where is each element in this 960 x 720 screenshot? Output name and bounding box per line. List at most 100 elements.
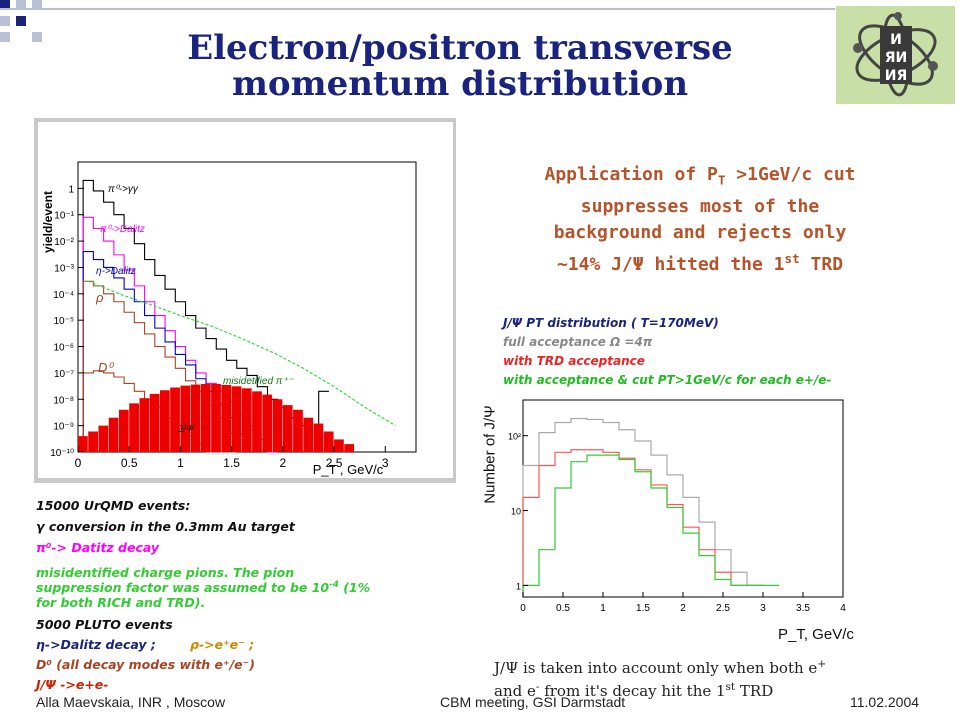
- app-line4-sup: st: [784, 250, 800, 266]
- note-misid-2-a: suppression factor was assumed to be 10: [36, 580, 330, 596]
- right-xtick-label: 1: [600, 603, 606, 614]
- left-bar-jpsi: [221, 384, 232, 452]
- jpsi-note-line2-sup: -: [535, 681, 540, 693]
- inr-logo: И ЯИ ИЯ: [836, 6, 955, 104]
- left-ytick-label: 10⁻⁶: [53, 343, 74, 354]
- left-ytick-label: 10⁻⁸: [53, 395, 74, 406]
- left-bar-jpsi: [211, 383, 221, 452]
- left-xtick-label: 1.5: [223, 456, 240, 470]
- left-xlabel: P_T , GeV/c: [313, 462, 384, 477]
- left-bar-jpsi: [334, 439, 344, 452]
- left-bar-jpsi: [88, 431, 98, 452]
- title-line-2: momentum distribution: [231, 64, 689, 104]
- left-ytick-label: 10⁻⁴: [53, 290, 74, 301]
- left-bar-jpsi: [180, 385, 191, 452]
- app-line1-a: Application of P: [544, 164, 718, 185]
- left-bar-jpsi: [139, 398, 150, 452]
- left-bar-jpsi: [313, 423, 324, 452]
- right-xlabel: P_T, GeV/c: [778, 626, 854, 643]
- left-ytick-label: 10⁻⁵: [53, 316, 74, 327]
- left-bar-jpsi: [344, 444, 355, 452]
- app-line1-b: >1GeV/c cut: [725, 164, 856, 185]
- right-xtick-label: 1.5: [636, 603, 650, 614]
- right-xtick-label: 0.5: [556, 603, 570, 614]
- right-xtick-label: 3: [760, 603, 766, 614]
- jpsi-note-line2-a: and e: [494, 682, 536, 700]
- footer-meeting: CBM meeting, GSI Darmstadt: [440, 694, 626, 710]
- corner-square-6: [0, 32, 10, 42]
- right-ylabel: Number of J/Ψ: [481, 405, 499, 504]
- left-bar-jpsi: [200, 383, 211, 452]
- right-ytick-label: 10: [511, 507, 521, 517]
- page-title: Electron/positron transverse momentum di…: [100, 30, 820, 102]
- note-urqmd: 15000 UrQMD events:: [36, 498, 191, 513]
- left-bar-jpsi: [282, 405, 293, 452]
- corner-square-3: [32, 0, 42, 10]
- note-pluto: 5000 PLUTO events: [36, 617, 173, 632]
- right-xtick-label: 0: [520, 603, 526, 614]
- left-annotation: π⁰->γγ: [108, 184, 139, 195]
- note-jpsi: J/Ψ ->e+e-: [36, 677, 109, 692]
- left-annotation: D⁰: [98, 360, 114, 375]
- left-annotation: η->Dalitz: [96, 266, 136, 277]
- left-ytick-label: 10⁻¹⁰: [50, 448, 74, 459]
- app-line2: suppresses most of the: [580, 195, 820, 217]
- corner-square-7: [32, 32, 42, 42]
- right-xtick-label: 2: [680, 603, 686, 614]
- left-xtick-label: 2.5: [326, 456, 343, 470]
- note-d0: D⁰ (all decay modes with e⁺/e⁻): [36, 657, 255, 672]
- note-eta: η->Dalitz decay ;: [36, 637, 156, 652]
- left-annotation: ρ: [95, 290, 104, 305]
- note-pi0: π⁰-> Datitz decay: [36, 540, 160, 555]
- right-plot-area: 0 0.5 1 1.5 2 2.5 3 3.5 4 10² 10 1: [505, 392, 853, 614]
- footer-author: Alla Maevskaia, INR , Moscow: [36, 694, 226, 710]
- jpsi-note-line2-c: TRD: [735, 682, 774, 700]
- left-xtick-label: 2: [280, 456, 287, 470]
- jpsi-note-line1: J/Ψ is taken into account only when both…: [494, 659, 818, 677]
- right-legend-cut: with acceptance & cut PT>1GeV/c for each…: [503, 373, 832, 387]
- left-ytick-label: 10⁻¹: [54, 211, 74, 222]
- corner-square-4: [16, 16, 26, 26]
- left-bar-jpsi: [78, 436, 88, 452]
- right-legend-trd: with TRD acceptance: [503, 354, 645, 368]
- note-gamma: γ conversion in the 0.3mm Au target: [36, 519, 295, 534]
- right-xtick-label: 2.5: [716, 603, 730, 614]
- left-annotation: π⁰->Dalitz: [100, 224, 145, 235]
- svg-text:ИЯ: ИЯ: [885, 68, 908, 84]
- left-bar-jpsi: [108, 417, 119, 452]
- left-xtick-label: 0: [75, 456, 82, 470]
- corner-square-2: [16, 0, 26, 10]
- right-ytick-label: 10²: [508, 432, 521, 442]
- app-line4-a: ~14% J/Ψ hitted the 1: [556, 253, 785, 275]
- left-bar-jpsi: [231, 386, 242, 452]
- left-ytick-label: 10⁻³: [54, 263, 74, 274]
- left-bar-jpsi: [129, 403, 139, 452]
- left-bar-jpsi: [159, 390, 170, 452]
- note-misid-2: suppression factor was assumed to be 10-…: [36, 580, 370, 595]
- right-ytick-label: 1: [516, 581, 521, 591]
- top-rule: [0, 8, 835, 10]
- right-series-step-0: [522, 417, 763, 597]
- note-misid-2-b: (1%: [338, 580, 371, 596]
- right-plot-frame-box: [522, 399, 844, 598]
- note-misid-1: misidentified charge pions. The pion: [36, 565, 295, 580]
- note-misid-3: for both RICH and TRD).: [36, 595, 206, 610]
- note-misid-2-sup: -4: [329, 580, 339, 590]
- left-ylabel: yield/event: [41, 191, 55, 253]
- jpsi-note-line1-sup: +: [817, 658, 827, 670]
- svg-text:ЯИ: ЯИ: [885, 50, 908, 66]
- left-bar-jpsi: [170, 387, 180, 452]
- svg-text:И: И: [890, 32, 902, 48]
- left-xtick-label: 0.5: [121, 456, 138, 470]
- left-series-line-misid: [88, 280, 396, 427]
- left-ytick-label: 10⁻²: [54, 237, 74, 248]
- right-xtick-label: 3.5: [796, 603, 810, 614]
- right-legend-full: full acceptance Ω =4π: [503, 335, 653, 349]
- left-plot-area: 0 0.5 1 1.5 2 2.5 3 1 10⁻¹ 10⁻² 10⁻³ 10⁻⁴ 10⁻⁵ 10⁻⁶ 10…: [38, 122, 453, 478]
- application-text: Application of PT >1GeV/c cut suppresses…: [500, 162, 900, 278]
- left-bar-jpsi: [252, 391, 262, 452]
- left-bar-jpsi: [303, 417, 314, 452]
- left-bar-jpsi: [190, 384, 201, 452]
- corner-square-1: [0, 0, 10, 10]
- app-line4-b: TRD: [799, 253, 844, 275]
